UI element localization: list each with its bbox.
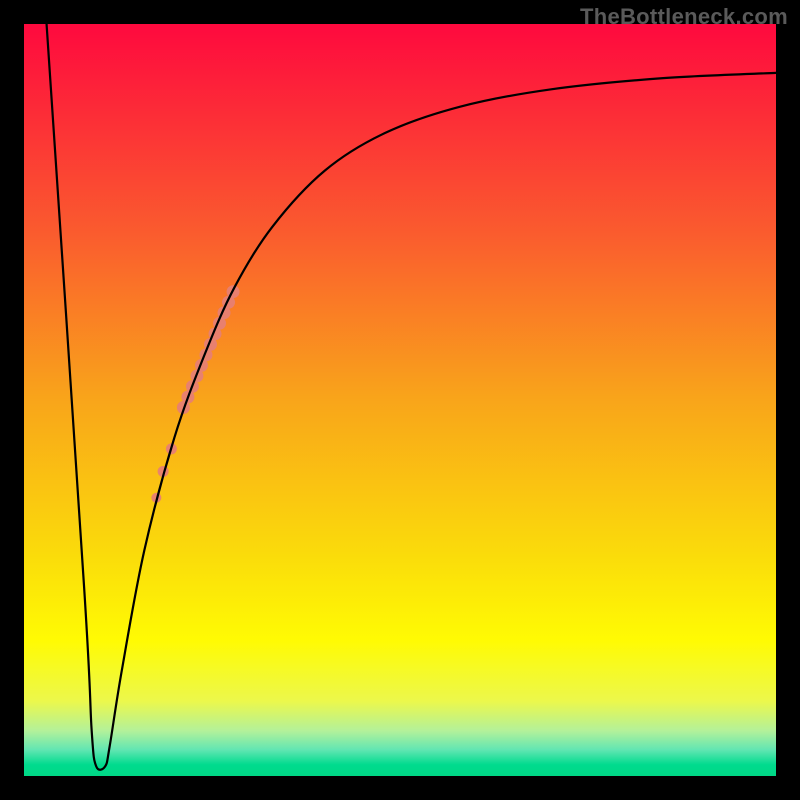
- watermark-text: TheBottleneck.com: [580, 4, 788, 30]
- bottleneck-chart: [0, 0, 800, 800]
- plot-background: [24, 24, 776, 776]
